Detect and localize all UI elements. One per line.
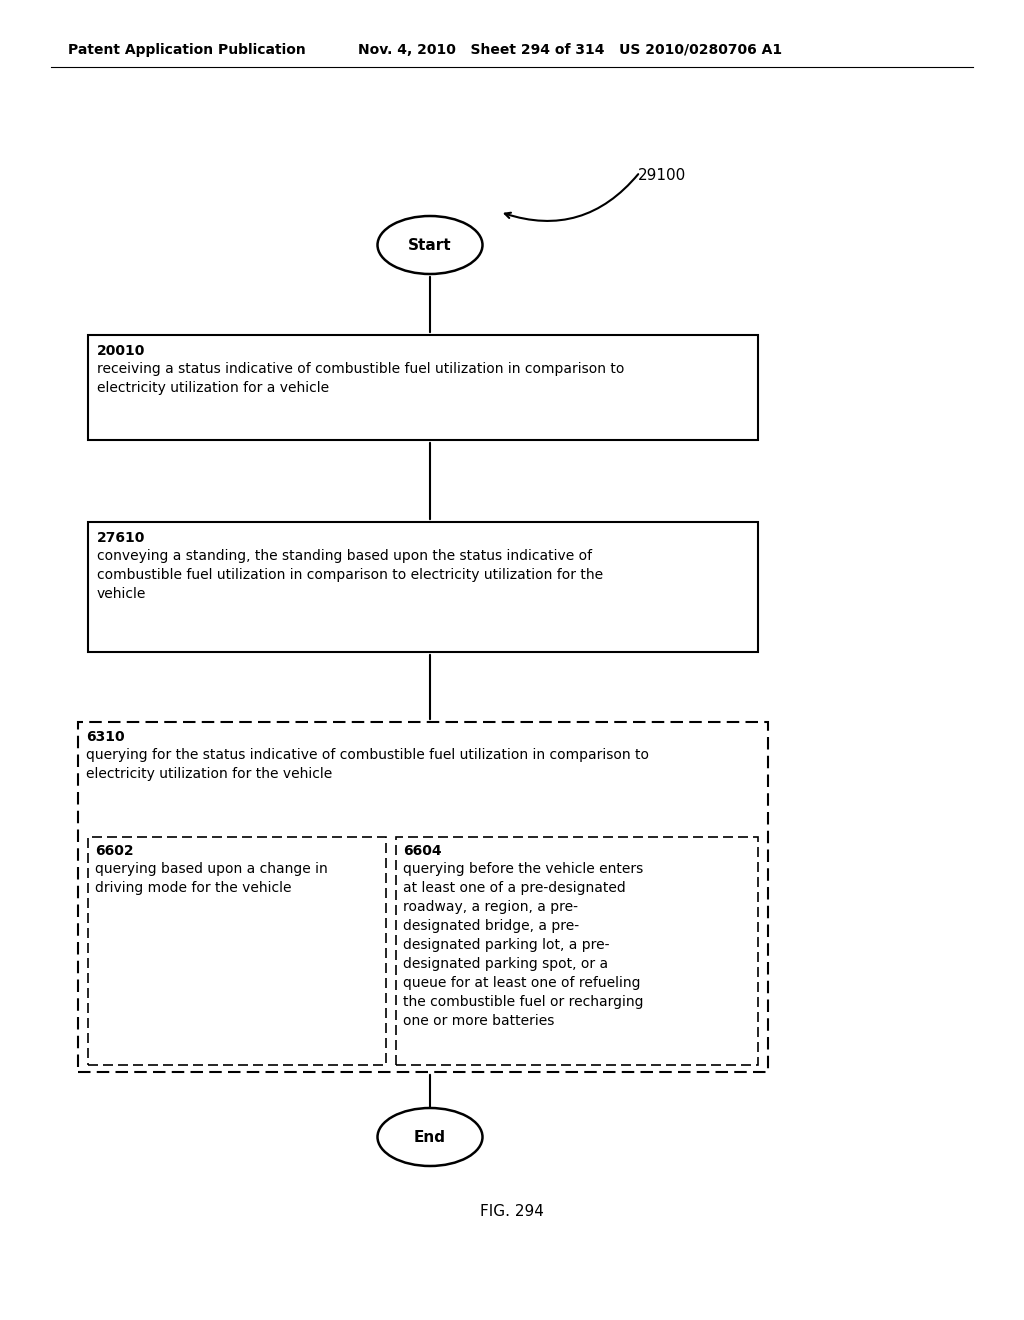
Text: 29100: 29100: [638, 168, 686, 182]
Text: conveying a standing, the standing based upon the status indicative of
combustib: conveying a standing, the standing based…: [97, 549, 603, 601]
Text: 27610: 27610: [97, 531, 145, 545]
Text: 6310: 6310: [86, 730, 125, 744]
Text: receiving a status indicative of combustible fuel utilization in comparison to
e: receiving a status indicative of combust…: [97, 362, 625, 395]
Text: Nov. 4, 2010   Sheet 294 of 314   US 2010/0280706 A1: Nov. 4, 2010 Sheet 294 of 314 US 2010/02…: [358, 44, 782, 57]
Bar: [88, 521, 758, 652]
Text: End: End: [414, 1130, 446, 1144]
Bar: [88, 335, 758, 440]
Text: Patent Application Publication: Patent Application Publication: [68, 44, 306, 57]
Text: 20010: 20010: [97, 345, 145, 358]
Text: querying before the vehicle enters
at least one of a pre-designated
roadway, a r: querying before the vehicle enters at le…: [403, 862, 643, 1027]
Text: Start: Start: [409, 238, 452, 252]
Text: 6602: 6602: [95, 843, 133, 858]
Text: 6604: 6604: [403, 843, 441, 858]
Bar: [88, 837, 386, 1065]
Text: FIG. 294: FIG. 294: [480, 1204, 544, 1220]
Ellipse shape: [378, 216, 482, 275]
Ellipse shape: [378, 1107, 482, 1166]
Text: querying based upon a change in
driving mode for the vehicle: querying based upon a change in driving …: [95, 862, 328, 895]
Bar: [396, 837, 758, 1065]
Text: querying for the status indicative of combustible fuel utilization in comparison: querying for the status indicative of co…: [86, 748, 649, 781]
Bar: [78, 722, 768, 1072]
